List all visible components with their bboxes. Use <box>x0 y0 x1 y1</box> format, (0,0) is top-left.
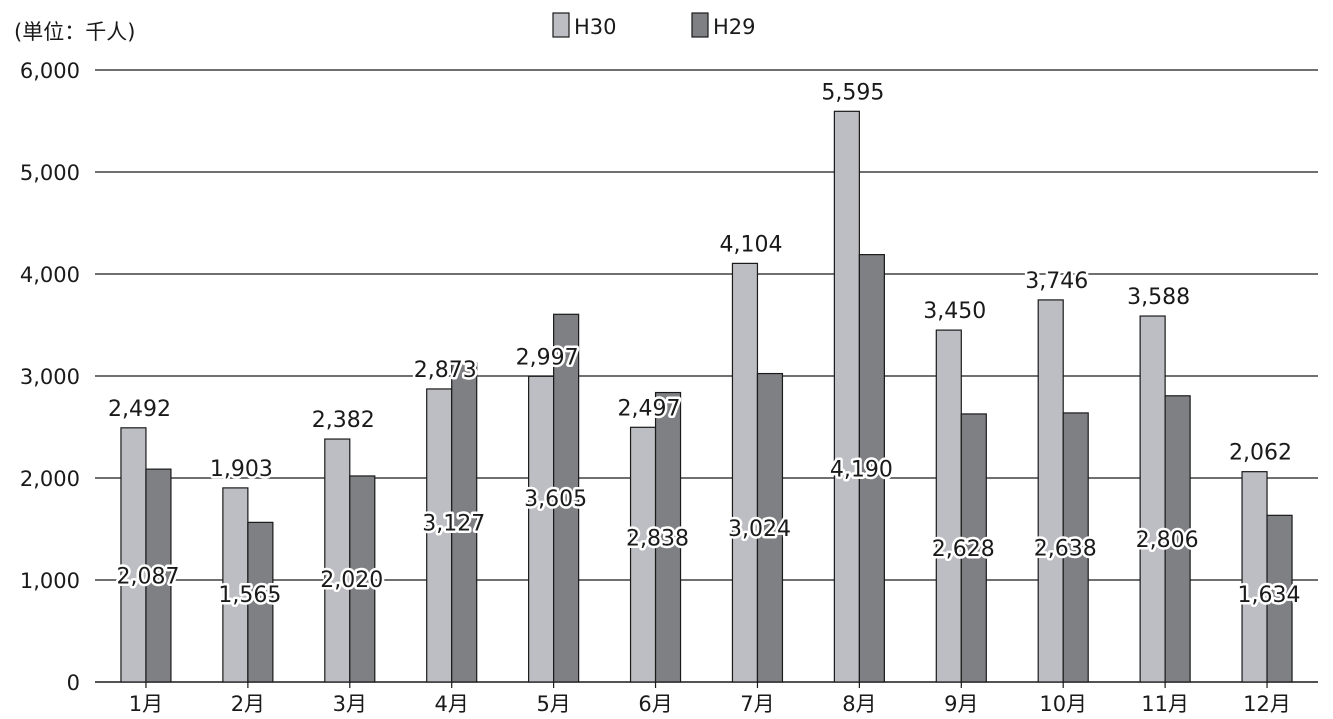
x-tick-label: 10月 <box>1039 692 1087 716</box>
y-tick-label: 0 <box>67 671 80 695</box>
bar-h30 <box>833 110 860 683</box>
bar-h29 <box>553 313 580 683</box>
bar-h30 <box>629 426 657 683</box>
bar-h29 <box>451 362 478 683</box>
bar-h29 <box>858 254 885 683</box>
data-label-h30: 2,062 <box>1229 441 1292 466</box>
x-tick-label: 4月 <box>435 692 469 716</box>
x-tick-label: 2月 <box>231 692 265 716</box>
y-tick-label: 5,000 <box>20 161 80 185</box>
bar-h30 <box>528 375 555 683</box>
data-label-h29: 1,634 <box>1238 583 1301 608</box>
bar-h30 <box>1241 471 1268 683</box>
bar-h29 <box>1266 514 1293 683</box>
y-tick-label: 2,000 <box>20 467 80 491</box>
x-tick-label: 1月 <box>129 692 163 716</box>
y-axis-ticks: 0 1,000 2,000 3,000 4,000 5,000 6,000 <box>20 59 80 695</box>
bar-h29 <box>145 468 172 683</box>
unit-label: (単位：千人) <box>14 20 135 44</box>
bar-h30 <box>222 487 249 683</box>
bar-h29 <box>960 413 987 683</box>
data-label-h29: 2,020 <box>320 568 383 593</box>
data-label-h29: 1,565 <box>218 583 281 608</box>
bar-h30 <box>426 388 453 683</box>
data-label-h30: 5,595 <box>821 80 884 105</box>
y-tick-label: 3,000 <box>20 365 80 389</box>
legend-label-h30: H30 <box>574 15 617 39</box>
data-label-h30: 2,873 <box>414 358 477 383</box>
bar-h30 <box>120 427 147 683</box>
x-tick-label: 9月 <box>944 692 978 716</box>
bar-h30 <box>731 262 759 683</box>
x-axis-ticks: 1月 2月 3月 4月 5月 6月 7月 8月 9月 10月 11月 12月 <box>129 682 1291 716</box>
y-tick-label: 6,000 <box>20 59 80 83</box>
bar-h29 <box>654 391 682 683</box>
y-tick-label: 4,000 <box>20 263 80 287</box>
x-tick-label: 12月 <box>1243 692 1291 716</box>
y-tick-label: 1,000 <box>20 569 80 593</box>
bar-h29 <box>1062 412 1089 683</box>
x-tick-label: 3月 <box>333 692 367 716</box>
data-label-h29: 2,638 <box>1034 536 1097 561</box>
data-label-h30: 2,382 <box>312 408 375 433</box>
x-tick-label: 5月 <box>536 692 570 716</box>
legend: H30 H29 <box>552 12 756 39</box>
data-label-h30: 2,497 <box>618 396 681 421</box>
x-tick-label: 6月 <box>638 692 672 716</box>
data-label-h30: 3,450 <box>923 299 986 324</box>
data-label-h30: 4,104 <box>719 232 782 257</box>
data-labels: 2,492 2,087 1,903 1,565 2,382 2,020 2,873 3,127… <box>105 78 1303 611</box>
data-label-h29: 2,838 <box>626 526 689 551</box>
data-label-h29: 3,605 <box>524 487 587 512</box>
data-label-h29: 2,806 <box>1136 528 1199 553</box>
x-tick-label: 8月 <box>842 692 876 716</box>
data-label-h29: 3,127 <box>422 512 485 537</box>
legend-swatch-h30 <box>552 12 570 38</box>
bar-h30 <box>324 438 351 683</box>
legend-swatch-h29 <box>691 12 709 38</box>
bar-h29 <box>247 521 274 683</box>
data-label-h29: 2,087 <box>116 565 179 590</box>
data-label-h30: 3,588 <box>1127 285 1190 310</box>
data-label-h30: 2,997 <box>516 345 579 370</box>
data-label-h29: 2,628 <box>932 537 995 562</box>
data-label-h30: 1,903 <box>210 457 273 482</box>
data-label-h29: 4,190 <box>830 457 893 482</box>
bar-h29 <box>756 372 784 683</box>
x-tick-label: 11月 <box>1141 692 1189 716</box>
legend-label-h29: H29 <box>713 15 756 39</box>
bar-h30 <box>1037 299 1064 683</box>
bar-h30 <box>1139 315 1166 683</box>
bar-h29 <box>349 475 376 683</box>
gridlines <box>95 69 1318 683</box>
bars <box>120 110 1293 683</box>
bar-h30 <box>935 329 962 683</box>
data-label-h30: 3,746 <box>1025 269 1088 294</box>
bar-h29 <box>1164 395 1191 683</box>
data-label-h29: 3,024 <box>728 517 791 542</box>
x-tick-label: 7月 <box>740 692 774 716</box>
data-label-h30: 2,492 <box>108 397 171 422</box>
